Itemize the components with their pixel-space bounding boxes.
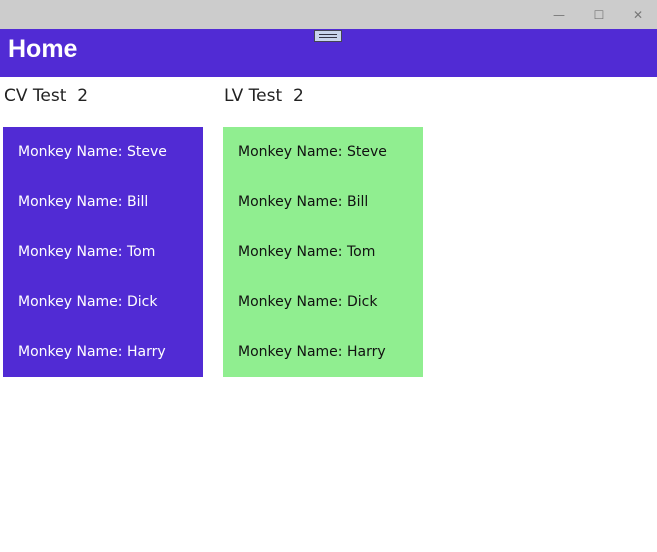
cv-test-label: CV Test 2 [4, 86, 88, 106]
item-name: Tom [127, 244, 156, 260]
list-item[interactable]: Monkey Name: Tom [223, 227, 423, 277]
item-key: Monkey Name: [18, 344, 123, 360]
item-key: Monkey Name: [238, 344, 343, 360]
maximize-icon: ☐ [593, 7, 605, 22]
item-name: Steve [127, 144, 167, 160]
cv-count: 2 [77, 86, 89, 106]
minimize-button[interactable]: — [539, 0, 579, 29]
item-key: Monkey Name: [18, 144, 123, 160]
list-item[interactable]: Monkey Name: Dick [223, 277, 423, 327]
title-bar: — ☐ ✕ [0, 0, 657, 29]
list-view[interactable]: Monkey Name: Steve Monkey Name: Bill Monkey … [223, 127, 423, 377]
lv-count: 2 [292, 86, 304, 106]
debug-toolbar-handle-icon[interactable] [314, 30, 342, 42]
maximize-button[interactable]: ☐ [579, 0, 619, 29]
list-item[interactable]: Monkey Name: Harry [3, 327, 203, 377]
item-key: Monkey Name: [238, 244, 343, 260]
item-name: Harry [347, 344, 386, 360]
item-name: Steve [347, 144, 387, 160]
item-key: Monkey Name: [18, 244, 123, 260]
close-icon: ✕ [632, 7, 644, 22]
item-key: Monkey Name: [18, 194, 123, 210]
list-item[interactable]: Monkey Name: Harry [223, 327, 423, 377]
collection-view[interactable]: Monkey Name: Steve Monkey Name: Bill Monkey … [3, 127, 203, 377]
minimize-icon: — [553, 7, 565, 22]
list-item[interactable]: Monkey Name: Tom [3, 227, 203, 277]
item-key: Monkey Name: [238, 194, 343, 210]
item-name: Bill [347, 194, 369, 210]
item-name: Harry [127, 344, 166, 360]
list-item[interactable]: Monkey Name: Dick [3, 277, 203, 327]
list-item[interactable]: Monkey Name: Steve [3, 127, 203, 177]
cv-label-text: CV Test [4, 86, 67, 106]
item-name: Dick [127, 294, 158, 310]
item-name: Dick [347, 294, 378, 310]
lv-label-text: LV Test [224, 86, 283, 106]
list-item[interactable]: Monkey Name: Bill [223, 177, 423, 227]
list-item[interactable]: Monkey Name: Bill [3, 177, 203, 227]
item-name: Tom [347, 244, 376, 260]
item-key: Monkey Name: [238, 144, 343, 160]
item-name: Bill [127, 194, 149, 210]
close-button[interactable]: ✕ [618, 0, 657, 29]
lv-test-label: LV Test 2 [224, 86, 304, 106]
list-item[interactable]: Monkey Name: Steve [223, 127, 423, 177]
item-key: Monkey Name: [238, 294, 343, 310]
page-title: Home [8, 35, 78, 63]
item-key: Monkey Name: [18, 294, 123, 310]
